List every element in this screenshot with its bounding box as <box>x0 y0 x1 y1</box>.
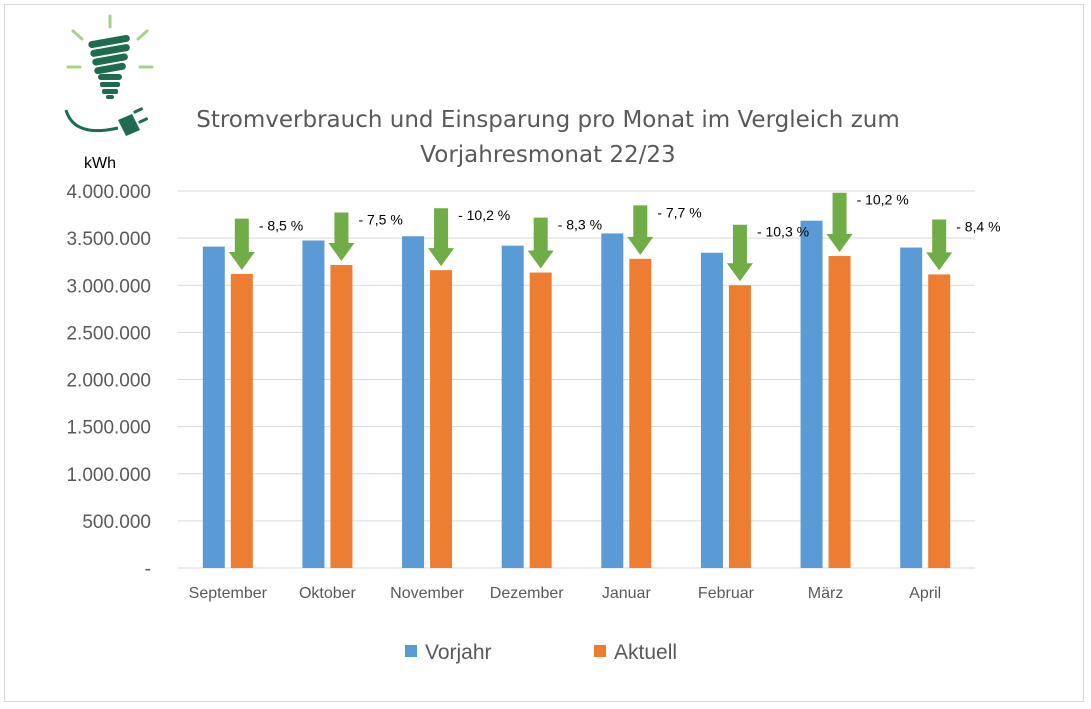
y-axis-unit-label: kWh <box>84 155 116 172</box>
bar-aktuell <box>230 273 253 568</box>
savings-arrow <box>228 218 255 270</box>
bar-vorjahr <box>800 220 823 568</box>
x-tick-label: März <box>808 585 844 602</box>
savings-percent-label: - 7,5 % <box>358 211 402 227</box>
chart-title: Stromverbrauch und Einsparung pro Monat … <box>196 107 900 168</box>
x-tick-label: November <box>390 585 464 602</box>
bars <box>202 220 951 569</box>
bar-aktuell <box>529 272 552 568</box>
bar-vorjahr <box>900 247 923 569</box>
savings-percent-label: - 10,2 % <box>857 192 909 208</box>
x-tick-label: April <box>909 585 941 602</box>
x-tick-label: Oktober <box>299 585 357 602</box>
y-tick-label: 1.000.000 <box>66 465 151 486</box>
bar-vorjahr <box>302 240 325 568</box>
savings-percent-label: - 10,3 % <box>757 224 809 240</box>
savings-arrow <box>527 217 554 269</box>
chart-title-line-1: Stromverbrauch und Einsparung pro Monat … <box>196 107 900 133</box>
savings-arrow <box>328 212 355 261</box>
savings-arrow <box>726 224 753 282</box>
savings-percent-label: - 8,4 % <box>956 219 1000 235</box>
savings-percent-label: - 8,3 % <box>558 217 602 233</box>
savings-arrows: - 8,5 % - 7,5 % - 10,2 % - 8,3 % - 7,7 % - 10… <box>228 192 1001 282</box>
bar-aktuell <box>828 256 851 568</box>
energy-saving-bulb-plug-icon <box>64 14 154 136</box>
y-tick-label: 2.500.000 <box>66 323 151 344</box>
bar-aktuell <box>330 264 353 568</box>
savings-percent-label: - 8,5 % <box>259 218 303 234</box>
gridlines <box>178 190 975 569</box>
y-tick-label: 1.500.000 <box>66 418 151 439</box>
y-axis-ticks: - 500.000 1.000.000 1.500.000 2.000.000 2.500… <box>66 182 151 580</box>
bar-vorjahr <box>501 245 524 569</box>
bar-vorjahr <box>601 233 624 568</box>
x-tick-label: September <box>189 585 268 602</box>
bar-aktuell <box>629 258 652 568</box>
savings-arrow <box>826 192 853 253</box>
bar-vorjahr <box>202 246 225 569</box>
savings-arrow <box>926 219 953 271</box>
legend-label-aktuell: Aktuell <box>614 641 677 664</box>
chart-title-line-2: Vorjahresmonat 22/23 <box>420 142 675 168</box>
y-tick-label: - <box>145 559 151 580</box>
savings-arrow <box>428 208 455 267</box>
bar-vorjahr <box>402 236 425 569</box>
savings-percent-label: - 10,2 % <box>458 207 510 223</box>
y-tick-label: 2.000.000 <box>66 371 151 392</box>
bar-vorjahr <box>700 252 723 568</box>
legend: Vorjahr Aktuell <box>405 641 677 664</box>
x-tick-label: Dezember <box>490 585 564 602</box>
y-tick-label: 3.000.000 <box>66 276 151 297</box>
y-tick-label: 3.500.000 <box>66 229 151 250</box>
legend-swatch-vorjahr <box>405 645 417 657</box>
savings-arrow <box>627 205 654 255</box>
y-tick-label: 4.000.000 <box>66 182 151 203</box>
bar-aktuell <box>430 270 453 568</box>
legend-label-vorjahr: Vorjahr <box>425 641 492 664</box>
x-tick-label: Januar <box>602 585 652 602</box>
legend-swatch-aktuell <box>594 645 606 657</box>
bar-aktuell <box>728 285 751 568</box>
y-tick-label: 500.000 <box>82 512 151 533</box>
bar-aktuell <box>928 274 951 568</box>
x-tick-label: Februar <box>698 585 755 602</box>
x-axis-ticks: September Oktober November Dezember Januar Fe… <box>189 585 942 602</box>
savings-percent-label: - 7,7 % <box>657 204 701 220</box>
